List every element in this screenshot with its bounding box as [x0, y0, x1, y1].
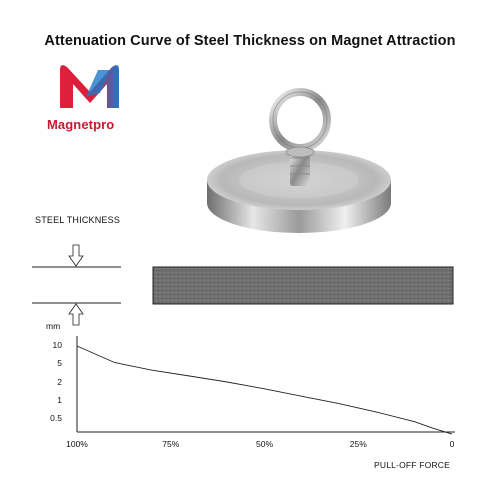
steel-thickness-label: STEEL THICKNESS	[35, 215, 121, 225]
x-tick-label: 50%	[255, 439, 273, 449]
steel-plate	[152, 266, 454, 305]
logo-m-icon	[60, 65, 119, 108]
y-tick-label: 2	[57, 377, 62, 387]
x-tick-label: 75%	[162, 439, 180, 449]
chart-title: Attenuation Curve of Steel Thickness on …	[44, 33, 456, 49]
y-tick-label: 5	[57, 358, 62, 368]
x-axis-label: PULL-OFF FORCE	[374, 460, 451, 470]
arrow-up-icon	[68, 303, 84, 326]
arrow-down-icon	[68, 244, 84, 267]
attenuation-curve	[76, 345, 453, 435]
x-tick-label: 100%	[66, 439, 88, 449]
y-tick-label: 10	[52, 340, 62, 350]
y-axis-unit: mm	[46, 321, 61, 331]
brand-name: Magnetpro	[47, 117, 115, 132]
x-tick-label: 25%	[349, 439, 367, 449]
y-tick-label: 0.5	[50, 413, 62, 423]
y-tick-label: 1	[57, 395, 62, 405]
x-tick-label: 0	[449, 439, 455, 449]
